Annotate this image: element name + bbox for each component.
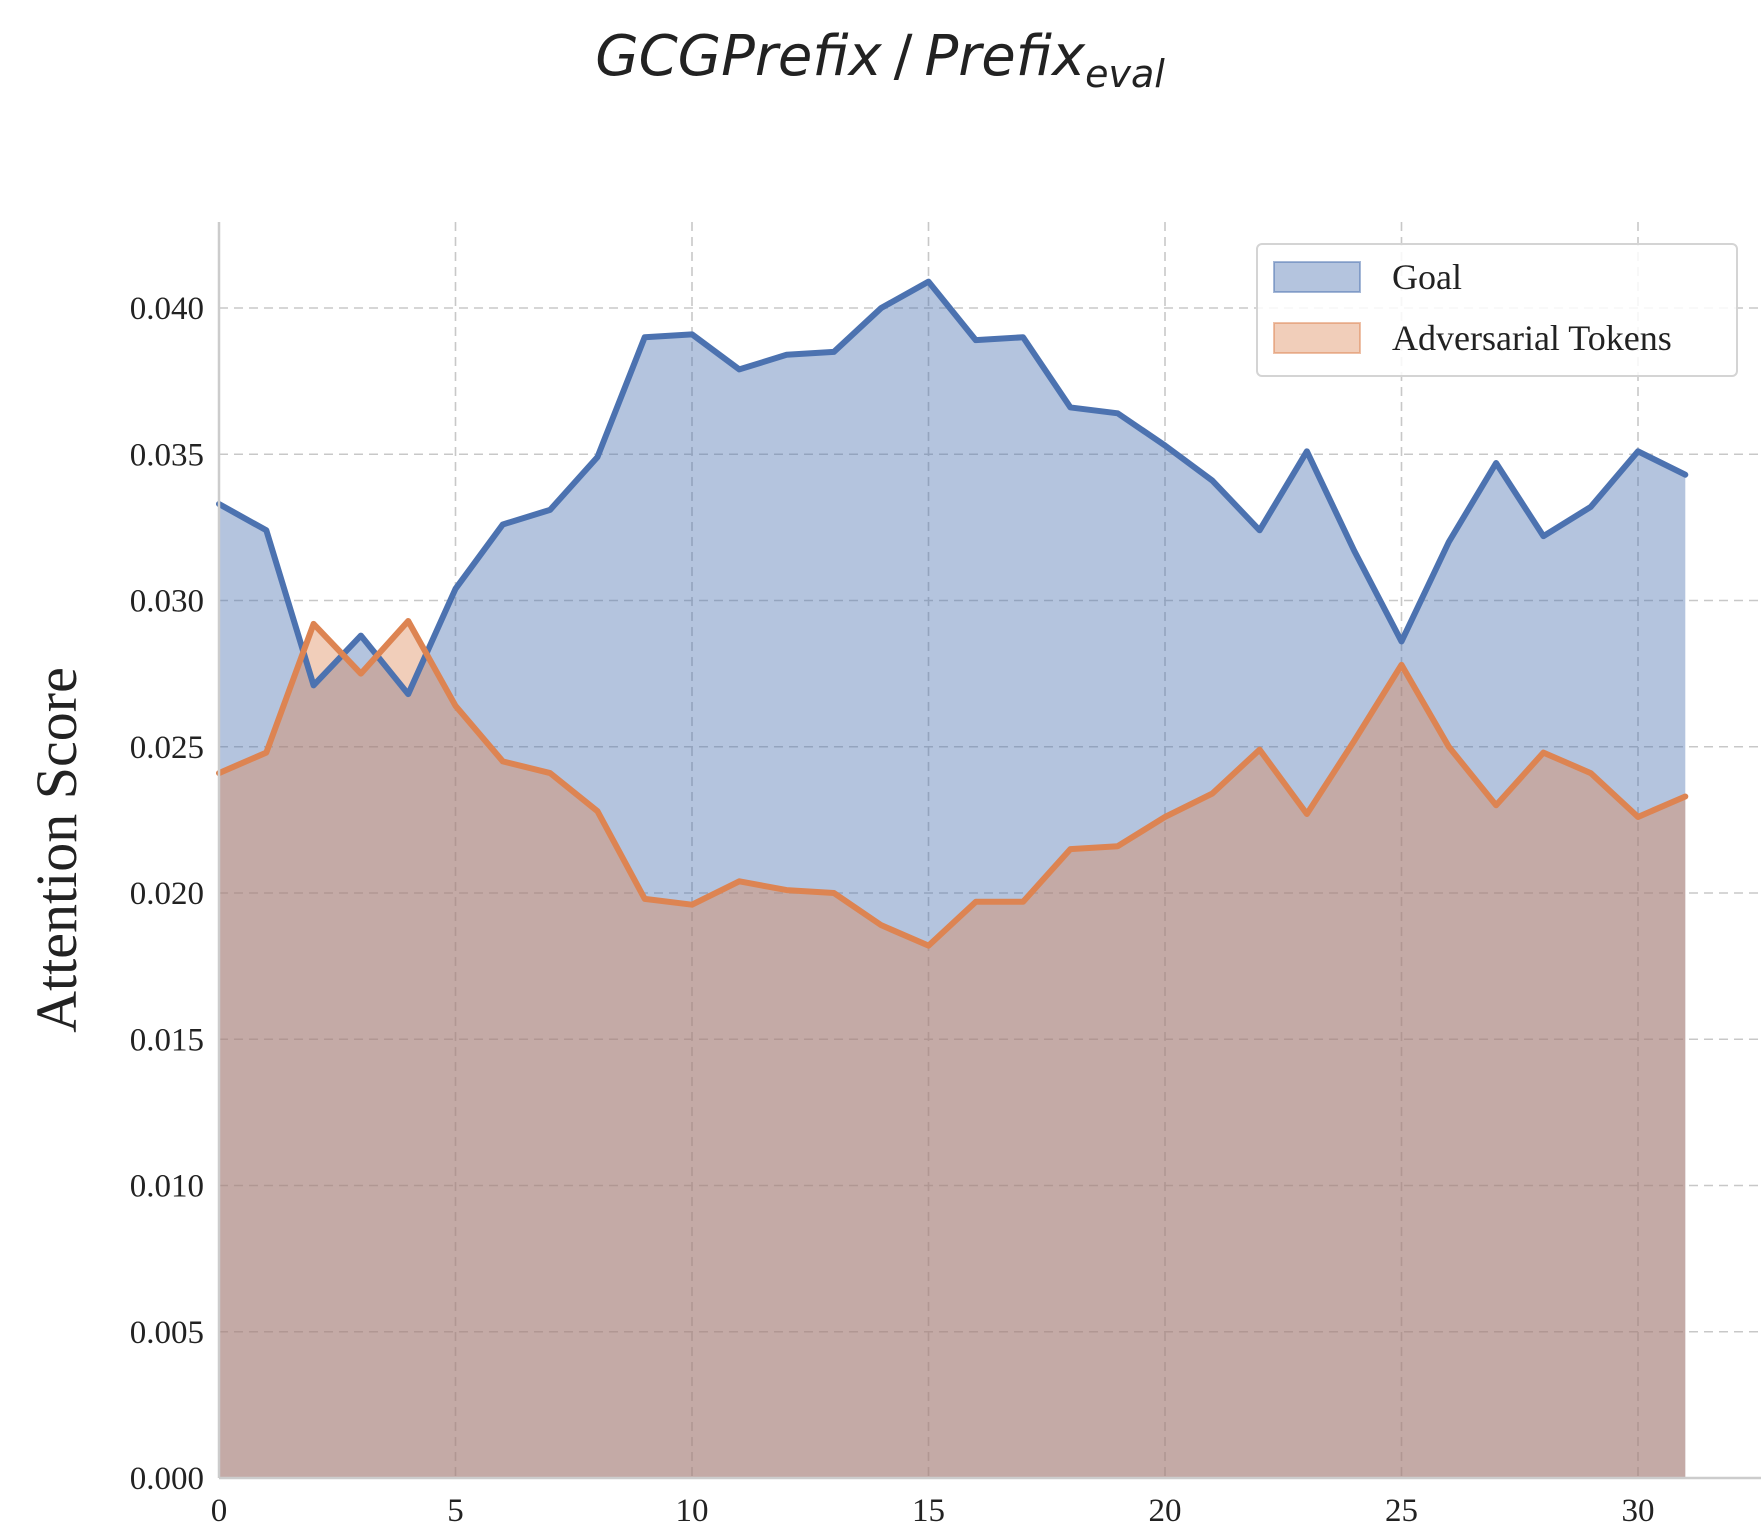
y-tick-labels: 0.000 0.005 0.010 0.015 0.020 0.025 0.030 0.035… (130, 291, 204, 1497)
legend-label-goal: Goal (1392, 257, 1462, 297)
x-tick-label: 20 (1149, 1493, 1182, 1529)
legend: Goal Adversarial Tokens (1256, 243, 1738, 377)
series-areas (219, 281, 1686, 1478)
y-tick-label: 0.015 (130, 1022, 204, 1058)
legend-frame (1256, 243, 1738, 377)
legend-swatch-adversarial-tokens (1273, 322, 1361, 354)
title-target: Prefix (925, 24, 1086, 89)
y-tick-label: 0.035 (130, 437, 204, 473)
series-lines (216, 278, 1689, 949)
x-tick-label: 5 (447, 1493, 464, 1529)
x-tick-label: 10 (676, 1493, 709, 1529)
area-goal (219, 281, 1686, 1478)
title-main: GCGPrefix (595, 24, 882, 89)
line-adversarial-tokens (216, 617, 1689, 949)
y-tick-label: 0.020 (130, 876, 204, 912)
grid-lines (219, 222, 1761, 1478)
x-tick-label: 15 (912, 1493, 945, 1529)
area-adversarial-tokens (219, 620, 1686, 1478)
line-goal (216, 278, 1689, 698)
y-tick-label: 0.010 (130, 1169, 204, 1205)
x-tick-label: 25 (1385, 1493, 1418, 1529)
y-tick-label: 0.000 (130, 1461, 204, 1497)
y-tick-label: 0.040 (130, 291, 204, 327)
chart-title: GCGPrefix / Prefixeval (595, 24, 1165, 96)
legend-swatch-goal (1273, 261, 1361, 293)
x-tick-labels: 0 5 10 15 20 25 30 (211, 1493, 1655, 1529)
y-tick-label: 0.030 (130, 584, 204, 620)
legend-label-adversarial-tokens: Adversarial Tokens (1392, 318, 1672, 358)
title-separator: / (894, 24, 913, 89)
x-tick-label: 30 (1622, 1493, 1655, 1529)
y-axis-label: Attention Score (24, 667, 89, 1033)
title-target-subscript: eval (1085, 52, 1165, 96)
y-tick-label: 0.025 (130, 730, 204, 766)
y-tick-label: 0.005 (130, 1315, 204, 1351)
x-tick-label: 0 (211, 1493, 228, 1529)
